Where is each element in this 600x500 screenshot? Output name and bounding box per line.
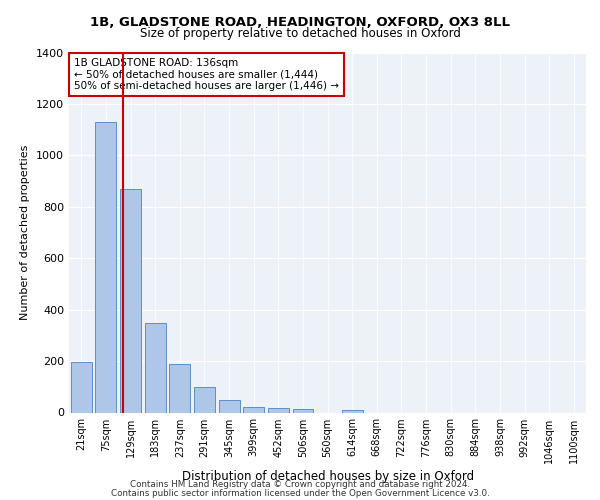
Text: Contains public sector information licensed under the Open Government Licence v3: Contains public sector information licen… [110,488,490,498]
Bar [342,410,362,412]
Bar [293,408,313,412]
Bar [194,387,215,412]
Text: Contains HM Land Registry data © Crown copyright and database right 2024.: Contains HM Land Registry data © Crown c… [130,480,470,489]
Bar [243,408,264,412]
Bar [95,122,116,412]
Text: 1B GLADSTONE ROAD: 136sqm
← 50% of detached houses are smaller (1,444)
50% of se: 1B GLADSTONE ROAD: 136sqm ← 50% of detac… [74,58,339,91]
Bar [268,408,289,412]
Y-axis label: Number of detached properties: Number of detached properties [20,145,31,320]
Bar [120,189,141,412]
Text: 1B, GLADSTONE ROAD, HEADINGTON, OXFORD, OX3 8LL: 1B, GLADSTONE ROAD, HEADINGTON, OXFORD, … [90,16,510,29]
Text: Size of property relative to detached houses in Oxford: Size of property relative to detached ho… [140,28,460,40]
Bar [145,322,166,412]
Bar [169,364,190,412]
X-axis label: Distribution of detached houses by size in Oxford: Distribution of detached houses by size … [182,470,473,482]
Bar [71,362,92,412]
Bar [218,400,239,412]
